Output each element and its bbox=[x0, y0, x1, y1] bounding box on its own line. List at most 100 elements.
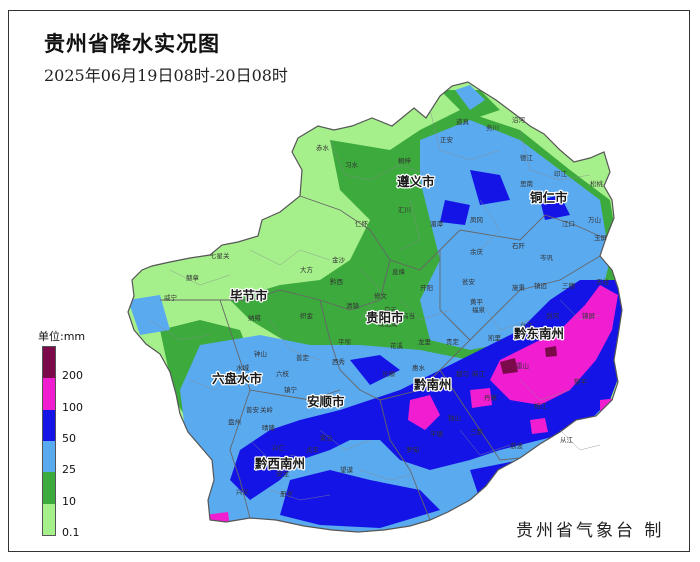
county-label: 从江 bbox=[560, 436, 574, 444]
legend-swatch-50 bbox=[43, 409, 55, 441]
county-label: 惠水 bbox=[412, 363, 426, 372]
county-label: 望谟 bbox=[340, 465, 354, 474]
county-label: 天柱 bbox=[596, 277, 610, 286]
county-label: 仁怀 bbox=[355, 219, 369, 228]
county-label: 晴隆 bbox=[262, 423, 276, 432]
legend-tick-label: 10 bbox=[62, 494, 76, 508]
city-label-liupanshui: 六盘水市 bbox=[212, 371, 263, 386]
county-label: 德江 bbox=[520, 153, 534, 162]
county-label: 息烽 bbox=[392, 267, 406, 276]
county-label: 大方 bbox=[300, 265, 314, 274]
county-label: 织金 bbox=[300, 311, 314, 320]
county-label: 白云 bbox=[384, 305, 398, 314]
county-label: 福泉 bbox=[472, 305, 486, 314]
county-label: 三穗 bbox=[562, 281, 576, 290]
legend-tick-label: 0.1 bbox=[62, 526, 80, 539]
county-label: 榕江 bbox=[534, 401, 548, 410]
county-label: 松桃 bbox=[590, 179, 604, 188]
county-label: 凤冈 bbox=[470, 216, 483, 224]
county-label: 关岭 bbox=[260, 405, 274, 414]
legend-colorbar bbox=[42, 346, 56, 536]
county-label: 清镇 bbox=[346, 301, 360, 310]
county-label: 册亨 bbox=[280, 489, 294, 498]
city-label-tongren: 铜仁市 bbox=[530, 190, 568, 205]
county-label: 万山 bbox=[588, 215, 601, 224]
county-label: 锦屏 bbox=[582, 311, 596, 320]
county-label: 务川 bbox=[486, 123, 499, 132]
city-label-anshun: 安顺市 bbox=[307, 394, 345, 409]
county-label: 汇川 bbox=[398, 206, 411, 214]
county-label: 黄平 bbox=[470, 297, 484, 306]
legend-swatch-10 bbox=[43, 472, 55, 504]
legend-tick-label: 100 bbox=[62, 400, 83, 414]
county-label: 紫云 bbox=[320, 434, 334, 442]
county-label: 思南 bbox=[520, 179, 534, 188]
county-label: 钟山 bbox=[254, 349, 267, 358]
county-label: 岑巩 bbox=[540, 253, 554, 262]
county-label: 凯里 bbox=[488, 334, 502, 342]
county-label: 兴仁 bbox=[272, 443, 286, 452]
county-label: 玉屏 bbox=[594, 234, 608, 242]
county-label: 余庆 bbox=[470, 247, 484, 256]
county-label: 罗甸 bbox=[406, 445, 419, 454]
county-label: 麻江 bbox=[472, 369, 486, 378]
city-label-qianxinan: 黔西南州 bbox=[255, 456, 305, 471]
county-label: 石阡 bbox=[512, 241, 526, 250]
legend-swatch-25 bbox=[43, 440, 55, 473]
county-label: 镇远 bbox=[534, 281, 548, 290]
county-label: 盘州 bbox=[228, 417, 241, 426]
county-label: 都匀 bbox=[456, 369, 469, 378]
county-label: 平坝 bbox=[338, 337, 352, 346]
legend-swatch-200 bbox=[43, 347, 55, 379]
county-label: 修文 bbox=[374, 291, 388, 300]
legend-tick-label: 25 bbox=[62, 463, 76, 477]
county-label: 开阳 bbox=[420, 283, 433, 292]
county-label: 荔波 bbox=[510, 441, 524, 450]
county-label: 施秉 bbox=[512, 283, 526, 292]
county-label: 威宁 bbox=[164, 293, 178, 302]
county-label: 剑河 bbox=[546, 311, 560, 320]
county-label: 赫章 bbox=[186, 273, 200, 282]
county-label: 黔西 bbox=[330, 277, 344, 286]
legend-swatch-100 bbox=[43, 378, 55, 410]
county-label: 正安 bbox=[440, 135, 454, 144]
county-label: 七星关 bbox=[210, 251, 230, 260]
county-label: 花溪 bbox=[390, 341, 404, 350]
county-label: 六枝 bbox=[276, 369, 290, 378]
legend-tick-label: 50 bbox=[62, 432, 76, 445]
county-label: 镇宁 bbox=[284, 385, 298, 394]
county-label: 平塘 bbox=[430, 429, 444, 438]
county-label: 三都 bbox=[470, 428, 484, 436]
county-label: 长顺 bbox=[382, 369, 396, 378]
county-label: 贵定 bbox=[446, 337, 460, 346]
map-title: 贵州省降水实况图 bbox=[44, 32, 220, 56]
county-label: 印江 bbox=[554, 170, 568, 178]
city-label-bijie: 毕节市 bbox=[230, 288, 268, 303]
county-label: 沿河 bbox=[512, 115, 526, 124]
county-label: 西秀 bbox=[332, 357, 346, 366]
county-label: 丹寨 bbox=[484, 393, 498, 402]
city-label-zunyi: 遵义市 bbox=[397, 174, 435, 189]
legend-swatch-0.1 bbox=[43, 503, 55, 535]
county-label: 独山 bbox=[448, 413, 461, 422]
county-label: 贞丰 bbox=[306, 445, 320, 454]
credit-text: 贵州省气象台 制 bbox=[516, 521, 665, 541]
county-label: 金沙 bbox=[332, 255, 346, 264]
county-label: 普定 bbox=[296, 353, 310, 362]
county-label: 龙里 bbox=[418, 337, 432, 346]
county-label: 习水 bbox=[345, 160, 359, 169]
city-label-guiyang: 贵阳市 bbox=[366, 310, 404, 325]
county-label: 水城 bbox=[236, 363, 250, 372]
map-subtitle: 2025年06月19日08时-20日08时 bbox=[44, 66, 288, 85]
legend-title: 单位:mm bbox=[38, 330, 86, 343]
county-label: 安龙 bbox=[276, 469, 290, 478]
county-label: 道真 bbox=[456, 117, 470, 126]
county-label: 雷山 bbox=[516, 361, 529, 370]
county-label: 乌当 bbox=[402, 311, 415, 320]
county-label: 纳雍 bbox=[248, 313, 262, 322]
county-label: 台江 bbox=[520, 321, 534, 330]
county-label: 瓮安 bbox=[462, 277, 476, 286]
legend-tick-label: 200 bbox=[62, 369, 83, 383]
county-label: 观山湖 bbox=[378, 319, 398, 328]
county-label: 江口 bbox=[562, 220, 575, 228]
